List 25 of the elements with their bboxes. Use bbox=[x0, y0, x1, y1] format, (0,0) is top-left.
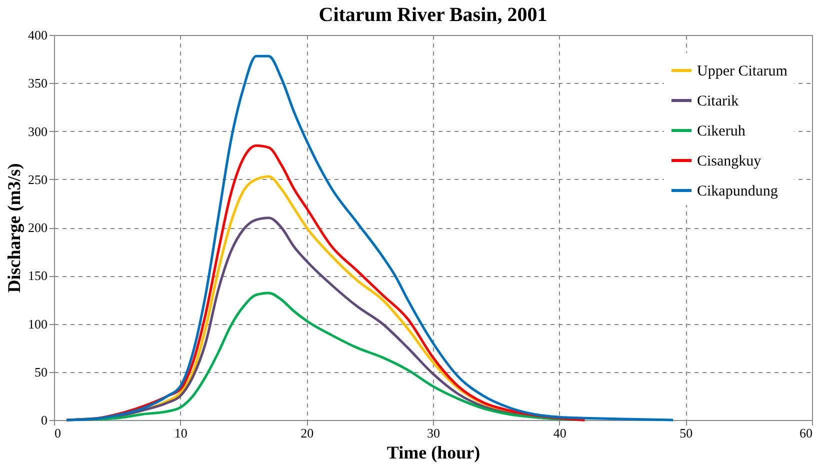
legend-label: Citarik bbox=[697, 94, 740, 110]
y-tick-label: 250 bbox=[28, 172, 48, 187]
y-tick-label: 100 bbox=[28, 316, 48, 332]
y-axis-title: Discharge (m3/s) bbox=[4, 163, 24, 293]
legend-label: Cikeruh bbox=[697, 124, 746, 140]
x-tick-label: 30 bbox=[427, 426, 440, 440]
x-axis-title: Time (hour) bbox=[386, 442, 480, 462]
x-tick-label: 50 bbox=[680, 426, 693, 440]
line-series bbox=[65, 54, 674, 422]
y-tick-label: 0 bbox=[41, 412, 48, 428]
chart-title: Citarum River Basin, 2001 bbox=[318, 4, 548, 26]
x-tick-label: 10 bbox=[174, 426, 188, 440]
y-tick-label: 50 bbox=[34, 364, 48, 380]
y-tick-label: 150 bbox=[28, 268, 48, 284]
x-tick-label: 20 bbox=[300, 426, 314, 440]
y-tick-label: 300 bbox=[28, 124, 48, 139]
x-tick-label: 0 bbox=[54, 426, 61, 440]
legend-label: Cikapundung bbox=[697, 184, 778, 200]
legend-label: Cisangkuy bbox=[697, 154, 762, 170]
y-tick-label: 200 bbox=[28, 220, 48, 235]
y-tick-label: 350 bbox=[28, 76, 48, 91]
x-tick-label: 60 bbox=[800, 426, 812, 440]
x-tick-label: 40 bbox=[553, 426, 566, 440]
y-tick-label: 400 bbox=[28, 28, 48, 42]
legend-label: Upper Citarum bbox=[697, 64, 788, 80]
